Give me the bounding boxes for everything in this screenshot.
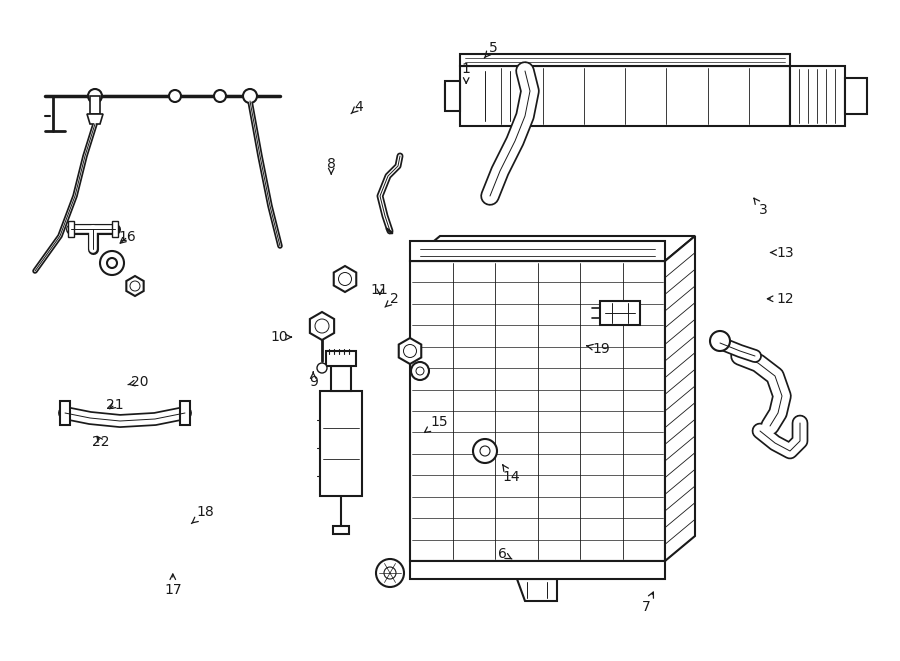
Text: 11: 11 xyxy=(371,282,389,297)
Text: 10: 10 xyxy=(270,330,292,344)
Polygon shape xyxy=(790,66,845,126)
Text: 18: 18 xyxy=(192,505,214,524)
Text: 9: 9 xyxy=(309,372,318,389)
Circle shape xyxy=(100,251,124,275)
Polygon shape xyxy=(126,276,144,296)
Text: 2: 2 xyxy=(385,292,399,307)
Polygon shape xyxy=(517,579,557,601)
Text: 3: 3 xyxy=(754,198,768,217)
Text: 15: 15 xyxy=(425,414,448,432)
Circle shape xyxy=(411,362,429,380)
Text: 19: 19 xyxy=(587,342,610,356)
Polygon shape xyxy=(410,561,665,579)
Circle shape xyxy=(243,89,257,103)
Polygon shape xyxy=(333,526,349,534)
Polygon shape xyxy=(445,81,460,111)
Circle shape xyxy=(88,89,102,103)
Polygon shape xyxy=(845,78,867,114)
Text: 21: 21 xyxy=(106,397,124,412)
Polygon shape xyxy=(320,391,362,496)
Text: 16: 16 xyxy=(119,229,137,244)
Text: 13: 13 xyxy=(770,245,794,260)
Text: 8: 8 xyxy=(327,157,336,174)
Polygon shape xyxy=(410,236,695,261)
Circle shape xyxy=(169,90,181,102)
Text: 14: 14 xyxy=(502,465,520,485)
Polygon shape xyxy=(410,261,665,561)
Polygon shape xyxy=(331,366,351,391)
Text: 22: 22 xyxy=(92,434,110,449)
Polygon shape xyxy=(180,401,190,425)
Polygon shape xyxy=(310,312,334,340)
Text: 4: 4 xyxy=(351,100,363,114)
Polygon shape xyxy=(90,96,100,114)
Polygon shape xyxy=(68,221,74,237)
Polygon shape xyxy=(600,301,640,325)
Text: 17: 17 xyxy=(164,574,182,597)
Circle shape xyxy=(376,559,404,587)
Circle shape xyxy=(107,258,117,268)
Polygon shape xyxy=(410,241,665,261)
Text: 20: 20 xyxy=(128,375,148,389)
Polygon shape xyxy=(87,114,103,124)
Text: 5: 5 xyxy=(484,40,498,58)
Polygon shape xyxy=(460,54,790,66)
Text: 1: 1 xyxy=(462,62,471,83)
Polygon shape xyxy=(112,221,118,237)
Text: 12: 12 xyxy=(768,292,794,306)
Polygon shape xyxy=(665,236,695,561)
Circle shape xyxy=(473,439,497,463)
Text: 7: 7 xyxy=(642,592,653,614)
Polygon shape xyxy=(399,338,421,364)
Polygon shape xyxy=(60,401,70,425)
Polygon shape xyxy=(326,351,356,366)
Circle shape xyxy=(317,363,327,373)
Circle shape xyxy=(710,331,730,351)
Polygon shape xyxy=(460,66,790,126)
Circle shape xyxy=(214,90,226,102)
Polygon shape xyxy=(334,266,356,292)
Text: 6: 6 xyxy=(498,547,512,561)
